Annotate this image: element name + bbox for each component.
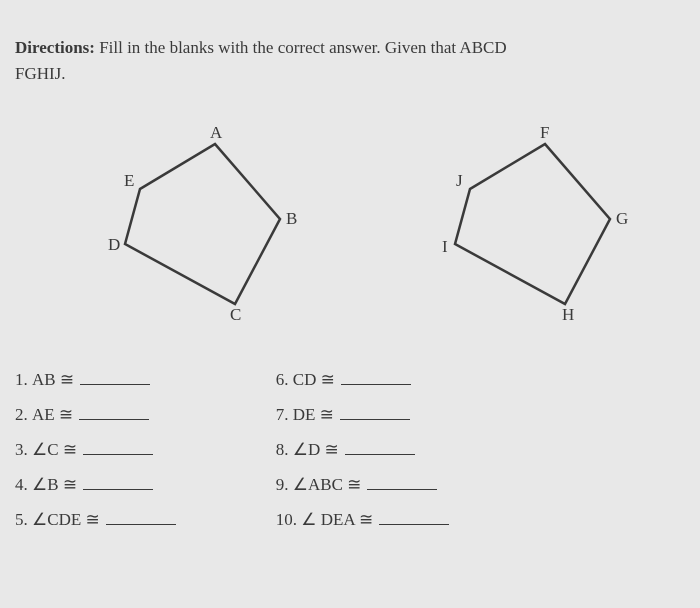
question-9: 9. ∠ABC ≅ bbox=[276, 474, 449, 495]
question-column-2: 6. CD ≅ 7. DE ≅ 8. ∠D ≅ 9. ∠ABC ≅ 10. ∠ … bbox=[276, 369, 449, 530]
pentagon-2-shape bbox=[455, 144, 610, 304]
questions-container: 1. AB ≅ 2. AE ≅ 3. ∠C ≅ 4. ∠B ≅ 5. ∠CDE … bbox=[15, 369, 675, 530]
question-10: 10. ∠ DEA ≅ bbox=[276, 509, 449, 530]
q6-text: CD ≅ bbox=[293, 370, 335, 390]
q10-blank[interactable] bbox=[379, 509, 449, 525]
q8-num: 8. bbox=[276, 440, 289, 460]
vertex-c: C bbox=[230, 305, 241, 324]
q8-text: ∠D ≅ bbox=[293, 440, 339, 460]
vertex-d: D bbox=[108, 235, 120, 254]
q2-num: 2. bbox=[15, 405, 28, 425]
q10-text: ∠ DEA ≅ bbox=[301, 510, 373, 530]
question-1: 1. AB ≅ bbox=[15, 369, 176, 390]
directions-label: Directions: bbox=[15, 38, 95, 57]
q5-blank[interactable] bbox=[106, 509, 176, 525]
pentagon-fghij: F G H I J bbox=[380, 124, 640, 324]
question-8: 8. ∠D ≅ bbox=[276, 439, 449, 460]
q10-num: 10. bbox=[276, 510, 297, 530]
question-2: 2. AE ≅ bbox=[15, 404, 176, 425]
vertex-h: H bbox=[562, 305, 574, 324]
vertex-i: I bbox=[442, 237, 448, 256]
vertex-g: G bbox=[616, 209, 628, 228]
q2-text: AE ≅ bbox=[32, 405, 73, 425]
vertex-j: J bbox=[456, 171, 463, 190]
q2-blank[interactable] bbox=[79, 404, 149, 420]
diagram-container: A B C D E F G H I J bbox=[15, 114, 675, 334]
q9-blank[interactable] bbox=[367, 474, 437, 490]
q3-blank[interactable] bbox=[83, 439, 153, 455]
q4-num: 4. bbox=[15, 475, 28, 495]
question-4: 4. ∠B ≅ bbox=[15, 474, 176, 495]
q3-text: ∠C ≅ bbox=[32, 440, 77, 460]
q9-num: 9. bbox=[276, 475, 289, 495]
question-3: 3. ∠C ≅ bbox=[15, 439, 176, 460]
question-column-1: 1. AB ≅ 2. AE ≅ 3. ∠C ≅ 4. ∠B ≅ 5. ∠CDE … bbox=[15, 369, 176, 530]
q6-blank[interactable] bbox=[341, 369, 411, 385]
vertex-e: E bbox=[124, 171, 134, 190]
q7-text: DE ≅ bbox=[293, 405, 334, 425]
q5-num: 5. bbox=[15, 510, 28, 530]
directions-body: Fill in the blanks with the correct answ… bbox=[99, 38, 506, 57]
directions-text: Directions: Fill in the blanks with the … bbox=[15, 35, 675, 86]
q9-text: ∠ABC ≅ bbox=[293, 475, 362, 495]
q7-blank[interactable] bbox=[340, 404, 410, 420]
question-5: 5. ∠CDE ≅ bbox=[15, 509, 176, 530]
pentagon-1-shape bbox=[125, 144, 280, 304]
vertex-a: A bbox=[210, 124, 223, 142]
q1-num: 1. bbox=[15, 370, 28, 390]
directions-body2: FGHIJ. bbox=[15, 64, 66, 83]
q1-blank[interactable] bbox=[80, 369, 150, 385]
question-6: 6. CD ≅ bbox=[276, 369, 449, 390]
q4-text: ∠B ≅ bbox=[32, 475, 77, 495]
pentagon-abcde: A B C D E bbox=[50, 124, 310, 324]
q8-blank[interactable] bbox=[345, 439, 415, 455]
q5-text: ∠CDE ≅ bbox=[32, 510, 100, 530]
q1-text: AB ≅ bbox=[32, 370, 74, 390]
q6-num: 6. bbox=[276, 370, 289, 390]
q4-blank[interactable] bbox=[83, 474, 153, 490]
vertex-b: B bbox=[286, 209, 297, 228]
vertex-f: F bbox=[540, 124, 549, 142]
question-7: 7. DE ≅ bbox=[276, 404, 449, 425]
q7-num: 7. bbox=[276, 405, 289, 425]
q3-num: 3. bbox=[15, 440, 28, 460]
